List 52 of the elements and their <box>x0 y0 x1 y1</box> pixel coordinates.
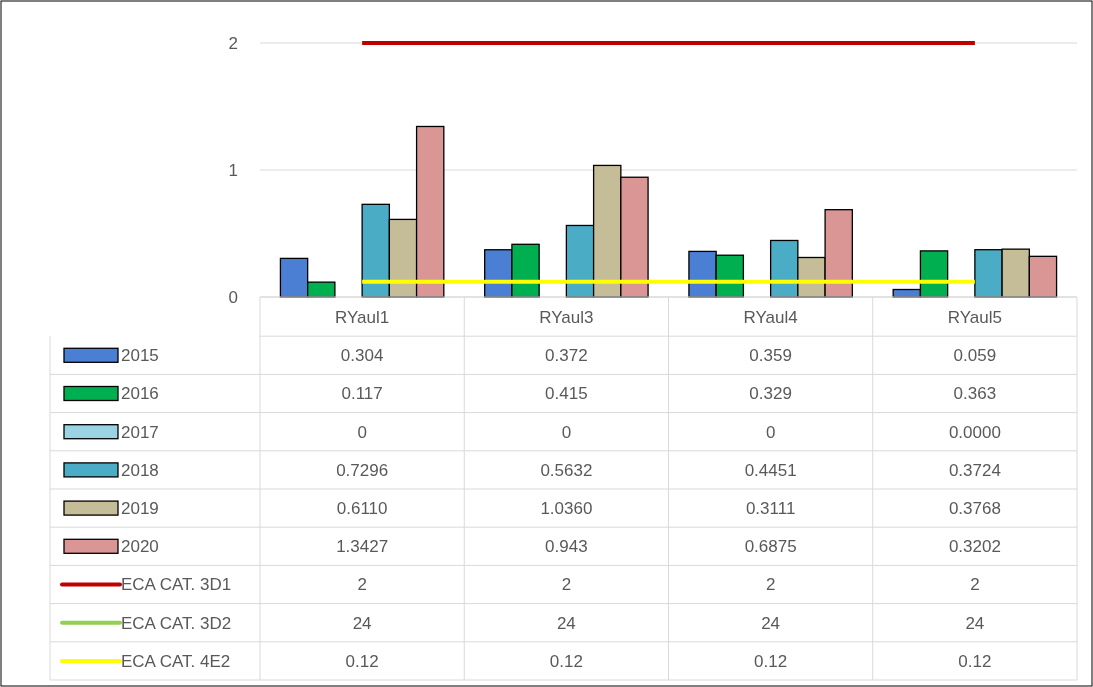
data-label: 0.12 <box>754 651 788 671</box>
text: 24 <box>965 613 985 633</box>
legend-label: 2015 <box>121 346 159 366</box>
legend-label: 2019 <box>121 499 159 519</box>
data-label: 0.0000 <box>948 422 1001 442</box>
y-tick-label: 0 <box>228 287 238 307</box>
x-tick-label: RYaul5 <box>947 308 1002 328</box>
data-label: 1.0360 <box>540 499 593 519</box>
data-label: 0.3202 <box>948 537 1001 557</box>
data-label: 0.3111 <box>745 499 796 519</box>
data-label: 0.304 <box>340 346 384 366</box>
data-label: 2 <box>561 575 572 595</box>
legend-label: ECA CAT. 3D1 <box>121 575 232 595</box>
data-label: 0.6110 <box>336 499 388 519</box>
text: 24 <box>761 613 781 633</box>
data-label: 0.359 <box>749 346 792 366</box>
data-label: 0.4451 <box>744 460 797 480</box>
data-label: 0 <box>561 422 572 442</box>
data-label: 0.12 <box>345 651 379 671</box>
legend-label: 2017 <box>121 422 159 442</box>
data-label: 0.12 <box>549 651 583 671</box>
data-label: 0.059 <box>953 346 997 366</box>
data-label: 0.363 <box>953 384 997 404</box>
data-label: 0.5632 <box>540 460 593 480</box>
data-label: 0 <box>765 422 776 442</box>
legend-label: ECA CAT. 4E2 <box>121 651 231 671</box>
data-label: 0.7296 <box>336 460 389 480</box>
legend-label: ECA CAT. 3D2 <box>121 613 232 633</box>
data-label: 2 <box>970 575 980 595</box>
data-label: 2 <box>765 575 776 595</box>
x-tick-label: RYaul1 <box>335 308 390 328</box>
y-tick-label: 2 <box>228 33 238 53</box>
data-label: 0 <box>357 422 367 442</box>
legend-label: 2020 <box>121 537 159 557</box>
x-tick-label: RYaul3 <box>539 308 594 328</box>
y-tick-label: 1 <box>228 160 238 180</box>
data-label: 0.372 <box>545 346 588 366</box>
data-label: 0.6875 <box>744 537 797 557</box>
data-label: 0.415 <box>545 384 588 404</box>
data-label: 0.3768 <box>948 499 1001 519</box>
data-label: 0.943 <box>545 537 588 557</box>
legend-label: 2018 <box>121 460 159 480</box>
data-label: 0.117 <box>341 384 383 404</box>
data-label: 2 <box>357 575 367 595</box>
data-label: 0.3724 <box>948 460 1001 480</box>
data-label: 1.3427 <box>336 537 389 557</box>
x-tick-label: RYaul4 <box>743 308 798 328</box>
legend-label: 2016 <box>121 384 159 404</box>
text: 24 <box>352 613 372 633</box>
text: 24 <box>556 613 576 633</box>
data-label: 0.329 <box>749 384 792 404</box>
data-label: 0.12 <box>958 651 992 671</box>
